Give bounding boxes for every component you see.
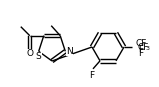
Text: F: F bbox=[89, 71, 95, 80]
Text: CF: CF bbox=[135, 39, 147, 48]
Text: CF: CF bbox=[138, 43, 149, 52]
Text: F: F bbox=[138, 50, 143, 58]
Text: N: N bbox=[66, 47, 73, 56]
Text: 3: 3 bbox=[146, 46, 150, 51]
Text: S: S bbox=[36, 52, 41, 61]
Text: O: O bbox=[26, 49, 33, 58]
Text: F: F bbox=[138, 46, 143, 54]
